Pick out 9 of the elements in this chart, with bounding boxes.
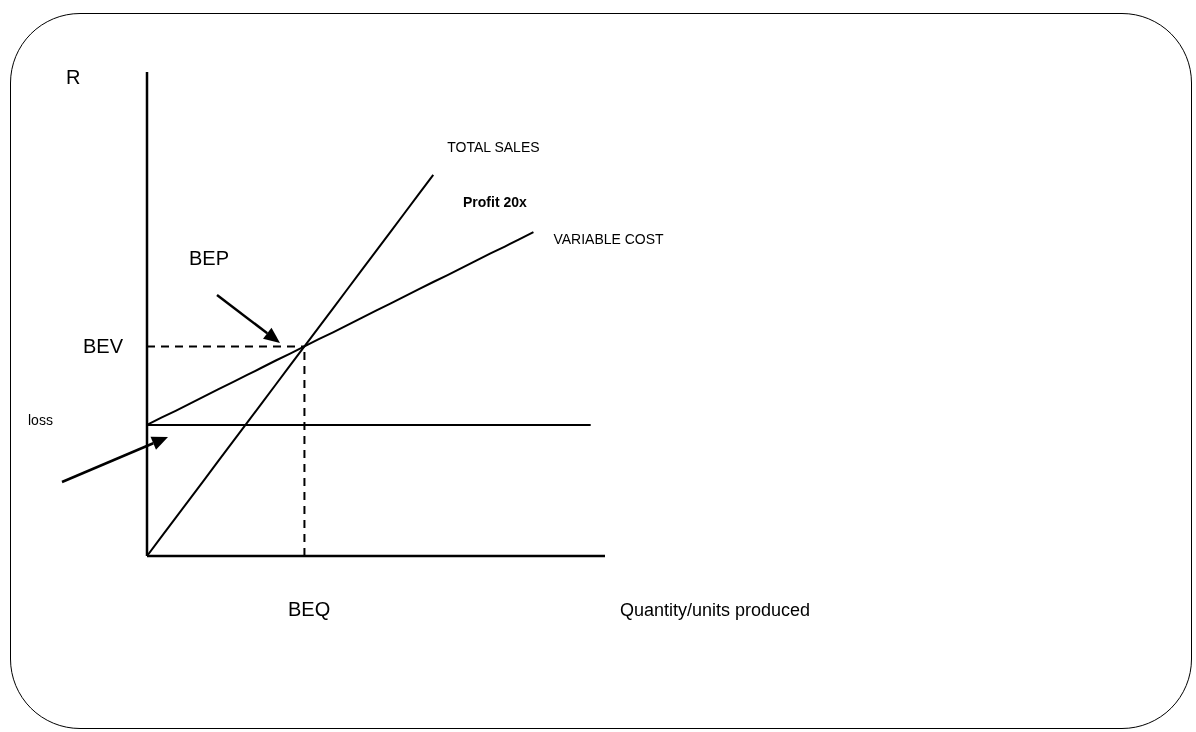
- series-label: TOTAL SALES: [447, 138, 540, 155]
- annotation: BEP: [189, 247, 230, 270]
- ref-line-label: BEV: [82, 335, 124, 358]
- series-label: VARIABLE COST: [553, 231, 665, 248]
- annotation: Profit 20x: [463, 194, 527, 210]
- x-axis-title: Quantity/units produced: [620, 600, 811, 621]
- text: loss: [28, 412, 53, 428]
- text: R: [66, 66, 81, 89]
- text: BEQ: [288, 598, 331, 621]
